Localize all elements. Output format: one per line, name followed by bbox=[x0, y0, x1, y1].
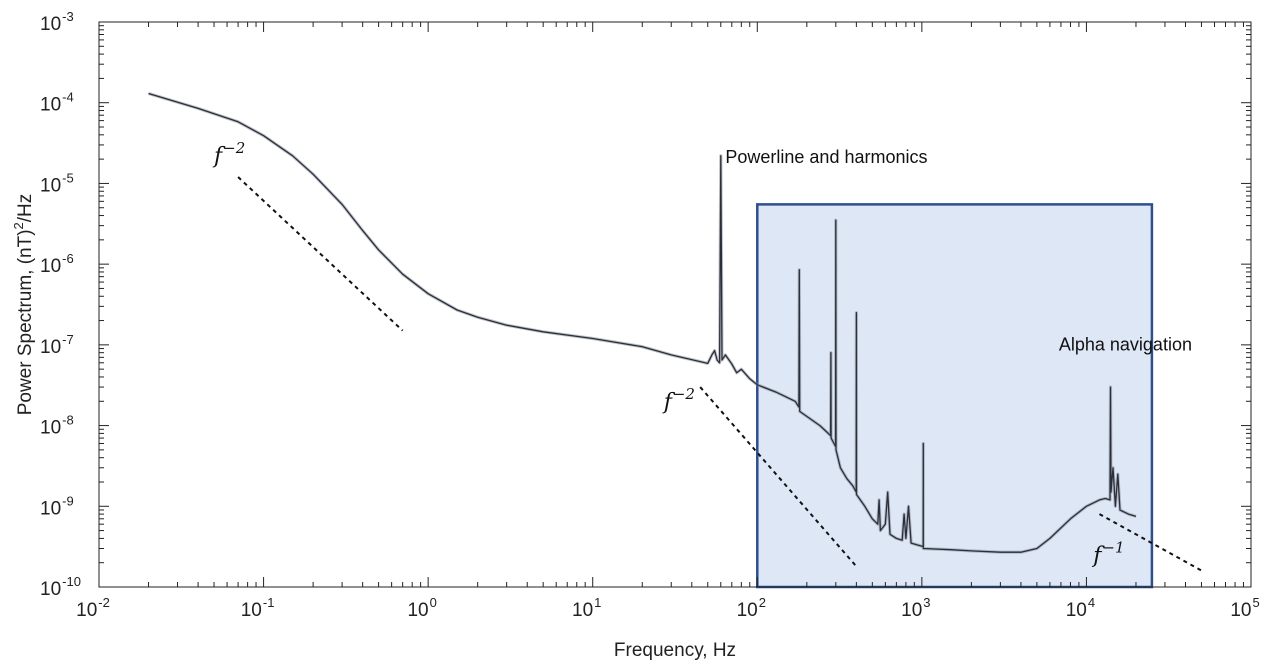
x-tick-label-exp: 4 bbox=[1088, 595, 1095, 610]
y-tick-label: 10-8 bbox=[40, 413, 74, 439]
axis-labels-layer: 10-2 10-1 100 101 102 103 104 10510-310-410-510… bbox=[11, 9, 1260, 661]
y-tick-label: 10-7 bbox=[40, 332, 74, 358]
y-tick-label-exp: -6 bbox=[62, 251, 74, 266]
reference-line-label-exp: −2 bbox=[223, 139, 245, 157]
annotation-label: Alpha navigation bbox=[1059, 335, 1192, 355]
x-tick-label-base: 10 bbox=[1066, 600, 1087, 621]
x-tick-label-base: 10 bbox=[737, 600, 758, 621]
y-tick-label-exp: -7 bbox=[62, 332, 74, 347]
y-tick-label-exp: -5 bbox=[62, 170, 74, 185]
x-tick-label: 10-1 bbox=[241, 595, 275, 621]
plot-frame bbox=[98, 21, 1252, 588]
ticks-layer bbox=[98, 21, 1252, 588]
x-tick-label-exp: 5 bbox=[1252, 595, 1259, 610]
reference-line-label: f−2 bbox=[212, 139, 245, 169]
x-tick-label: 103 bbox=[901, 595, 930, 621]
y-axis-label-exp: 2 bbox=[11, 222, 26, 229]
x-tick-label-base: 10 bbox=[901, 600, 922, 621]
x-tick-label-exp: 1 bbox=[594, 595, 601, 610]
series-layer bbox=[148, 91, 1137, 554]
x-tick-label-exp: -2 bbox=[98, 595, 110, 610]
reference-line bbox=[1098, 513, 1202, 572]
y-tick-label-base: 10 bbox=[40, 14, 61, 35]
x-tick-label-base: 10 bbox=[76, 600, 97, 621]
x-tick-label: 104 bbox=[1066, 595, 1095, 621]
reference-line bbox=[237, 176, 404, 332]
y-tick-label-exp: -8 bbox=[62, 413, 74, 428]
y-tick-label: 10-6 bbox=[40, 251, 74, 277]
x-tick-label-base: 10 bbox=[407, 600, 428, 621]
x-tick-label-exp: 2 bbox=[759, 595, 766, 610]
x-tick-label-exp: 0 bbox=[430, 595, 437, 610]
x-tick-label: 105 bbox=[1230, 595, 1259, 621]
x-tick-label-exp: -1 bbox=[263, 595, 275, 610]
y-tick-label-base: 10 bbox=[40, 337, 61, 358]
y-tick-label-base: 10 bbox=[40, 175, 61, 196]
x-tick-label: 100 bbox=[407, 595, 436, 621]
annotation-label: Powerline and harmonics bbox=[725, 147, 927, 167]
series-line bbox=[148, 92, 1137, 553]
y-tick-label-base: 10 bbox=[40, 418, 61, 439]
y-tick-label-exp: -10 bbox=[62, 574, 81, 589]
x-axis-label: Frequency, Hz bbox=[614, 640, 736, 661]
y-axis-label-tail: /Hz bbox=[15, 194, 36, 223]
highlight-region-layer bbox=[756, 203, 1154, 589]
y-tick-label-exp: -9 bbox=[62, 493, 74, 508]
y-axis-label: Power Spectrum, (nT)2/Hz bbox=[11, 194, 36, 416]
y-tick-label-base: 10 bbox=[40, 498, 61, 519]
y-tick-label: 10-4 bbox=[40, 90, 74, 116]
reference-line-label: f−2 bbox=[662, 385, 695, 415]
y-tick-label: 10-9 bbox=[40, 493, 74, 519]
y-tick-label-exp: -3 bbox=[62, 9, 74, 24]
x-tick-label-base: 10 bbox=[572, 600, 593, 621]
y-tick-label: 10-3 bbox=[40, 9, 74, 35]
x-tick-label-base: 10 bbox=[1230, 600, 1251, 621]
reference-line-label-exp: −2 bbox=[673, 385, 695, 403]
x-tick-label: 10-2 bbox=[76, 595, 110, 621]
x-tick-label-base: 10 bbox=[241, 600, 262, 621]
y-tick-label: 10-10 bbox=[40, 574, 81, 600]
y-tick-label-base: 10 bbox=[40, 256, 61, 277]
annotations-layer: Powerline and harmonics Alpha navigation bbox=[725, 147, 1192, 355]
x-tick-label: 102 bbox=[737, 595, 766, 621]
y-axis-label-main: Power Spectrum, (nT) bbox=[15, 229, 36, 415]
y-tick-label-base: 10 bbox=[40, 95, 61, 116]
reference-line-label-exp: −1 bbox=[1102, 539, 1124, 557]
y-tick-label-exp: -4 bbox=[62, 90, 74, 105]
y-tick-label-base: 10 bbox=[40, 579, 61, 600]
x-tick-label: 101 bbox=[572, 595, 601, 621]
x-tick-label-exp: 3 bbox=[923, 595, 930, 610]
y-tick-label: 10-5 bbox=[40, 170, 74, 196]
axes-layer bbox=[98, 21, 1252, 588]
highlight-region bbox=[756, 203, 1154, 589]
